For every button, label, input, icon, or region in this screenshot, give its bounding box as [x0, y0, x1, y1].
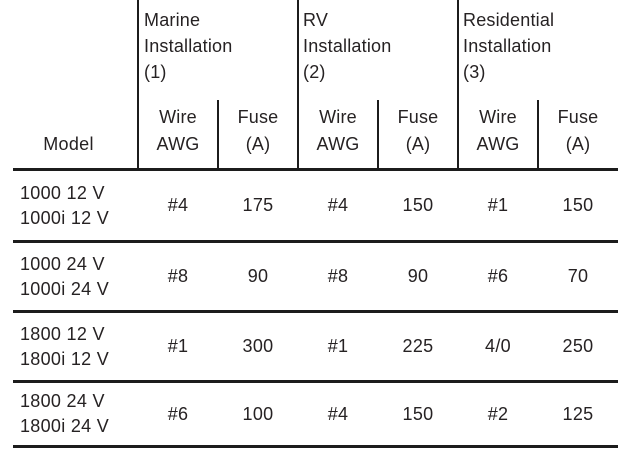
- group-header-residential: Residential Installation (3): [463, 7, 575, 85]
- fuse-header-label: Fuse (A): [237, 107, 279, 154]
- wire-awg-header-label: Wire AWG: [156, 107, 200, 154]
- model-line: 1000i 24 V: [20, 278, 110, 299]
- fuse-header-label: Fuse (A): [557, 107, 599, 154]
- rv-wire-value: #4: [327, 195, 349, 215]
- wire-awg-header-label: Wire AWG: [316, 107, 360, 154]
- marine-wire-value: #1: [167, 336, 189, 356]
- residential-wire-value: #1: [487, 195, 509, 215]
- table-row: 1000 24 V 1000i 24 V #8 90 #8 90 #6 70: [0, 243, 636, 310]
- rv-wire-value: #8: [327, 266, 349, 286]
- header-divider: [13, 168, 618, 171]
- residential-wire-value: #2: [487, 403, 509, 424]
- model-line: 1800i 12 V: [20, 348, 110, 369]
- group-header-rv: RV Installation (2): [303, 7, 415, 85]
- marine-fuse-value: 90: [247, 266, 269, 286]
- residential-fuse-value: 250: [562, 336, 594, 356]
- marine-fuse-value: 100: [242, 403, 274, 424]
- column-divider: [377, 100, 379, 171]
- model-cell: 1800 24 V 1800i 24 V: [20, 383, 136, 445]
- row-divider: [13, 310, 618, 313]
- group-header-label: Marine Installation: [144, 10, 233, 56]
- group-header-number: (2): [303, 62, 326, 82]
- residential-wire-value: #6: [487, 266, 509, 286]
- wire-awg-header: Wire AWG: [138, 104, 218, 158]
- column-divider: [217, 100, 219, 171]
- model-line: 1800 12 V: [20, 323, 105, 344]
- residential-fuse-value: 150: [562, 195, 594, 215]
- table-row: 1800 24 V 1800i 24 V #6 100 #4 150 #2 12…: [0, 383, 636, 445]
- wire-awg-header-label: Wire AWG: [476, 107, 520, 154]
- row-divider: [13, 380, 618, 383]
- column-divider: [137, 0, 139, 171]
- wire-awg-header: Wire AWG: [298, 104, 378, 158]
- model-cell: 1000 12 V 1000i 12 V: [20, 171, 136, 240]
- fuse-header-label: Fuse (A): [397, 107, 439, 154]
- rv-wire-value: #4: [327, 403, 349, 424]
- residential-wire-value: 4/0: [485, 336, 511, 356]
- model-line: 1800i 24 V: [20, 416, 110, 436]
- rv-fuse-value: 150: [402, 195, 434, 215]
- model-line: 1000 12 V: [20, 182, 105, 203]
- rv-fuse-value: 225: [402, 336, 434, 356]
- group-header-number: (3): [463, 62, 486, 82]
- rv-fuse-value: 150: [402, 403, 434, 424]
- marine-fuse-value: 300: [242, 336, 274, 356]
- group-header-marine: Marine Installation (1): [144, 7, 256, 85]
- model-cell: 1000 24 V 1000i 24 V: [20, 243, 136, 310]
- model-line: 1000i 12 V: [20, 207, 110, 228]
- rv-wire-value: #1: [327, 336, 349, 356]
- model-line: 1000 24 V: [20, 253, 105, 274]
- marine-wire-value: #8: [167, 266, 189, 286]
- row-divider: [13, 240, 618, 243]
- table-row: 1000 12 V 1000i 12 V #4 175 #4 150 #1 15…: [0, 171, 636, 240]
- marine-wire-value: #6: [167, 403, 189, 424]
- group-header-label: Residential Installation: [463, 10, 555, 56]
- residential-fuse-value: 70: [567, 266, 589, 286]
- group-header-number: (1): [144, 62, 167, 82]
- model-cell: 1800 12 V 1800i 12 V: [20, 313, 136, 380]
- marine-fuse-value: 175: [242, 195, 274, 215]
- table-row: 1800 12 V 1800i 12 V #1 300 #1 225 4/0 2…: [0, 313, 636, 380]
- residential-fuse-value: 125: [562, 403, 594, 424]
- fuse-header: Fuse (A): [218, 104, 298, 158]
- fuse-header: Fuse (A): [538, 104, 618, 158]
- column-divider: [457, 0, 459, 171]
- model-line: 1800 24 V: [20, 391, 105, 411]
- column-divider: [537, 100, 539, 171]
- fuse-header: Fuse (A): [378, 104, 458, 158]
- group-header-label: RV Installation: [303, 10, 392, 56]
- table-bottom-rule: [13, 445, 618, 448]
- wire-awg-header: Wire AWG: [458, 104, 538, 158]
- marine-wire-value: #4: [167, 195, 189, 215]
- column-divider: [297, 0, 299, 171]
- model-column-header: Model: [43, 134, 94, 154]
- rv-fuse-value: 90: [407, 266, 429, 286]
